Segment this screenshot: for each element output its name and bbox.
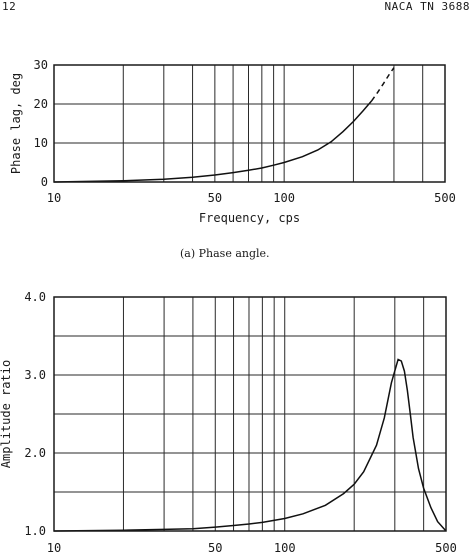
- x-axis-label: Frequency, cps: [199, 211, 300, 225]
- plot-frame: [53, 64, 446, 183]
- x-tick-label: 500: [434, 191, 456, 205]
- y-tick-label: 0: [41, 175, 48, 189]
- y-tick-label: 2.0: [24, 446, 46, 460]
- plot-frame: [53, 296, 447, 532]
- y-tick-label: 1.0: [24, 524, 46, 538]
- y-tick-label: 4.0: [24, 290, 46, 304]
- y-tick-label: 10: [34, 136, 48, 150]
- phase-lag-chart: 10 50 100 500 0 10 20 30 Phase lag, deg Frequen…: [9, 58, 456, 225]
- x-tick-label: 10: [47, 541, 61, 555]
- x-tick-label: 50: [208, 541, 222, 555]
- x-tick-label: 50: [208, 191, 222, 205]
- y-axis-label: Amplitude ratio: [0, 360, 13, 468]
- amplitude-ratio-chart: 10 50 100 500 1.0 2.0 3.0 4.0 Amplitude ratio: [0, 290, 457, 555]
- data-curve-solid: [53, 100, 373, 183]
- x-tick-label: 100: [273, 191, 295, 205]
- x-tick-label: 10: [47, 191, 61, 205]
- figure-caption: (a) Phase angle.: [180, 247, 270, 260]
- y-tick-label: 3.0: [24, 368, 46, 382]
- page-number: 12: [2, 0, 17, 13]
- data-curve-dashed: [370, 67, 395, 102]
- y-tick-label: 30: [34, 58, 48, 72]
- x-tick-label: 500: [435, 541, 457, 555]
- y-tick-label: 20: [34, 97, 48, 111]
- x-tick-label: 100: [274, 541, 296, 555]
- y-axis-label: Phase lag, deg: [9, 73, 23, 174]
- data-curve-solid: [53, 358, 447, 532]
- report-id: NACA TN 3688: [384, 0, 470, 13]
